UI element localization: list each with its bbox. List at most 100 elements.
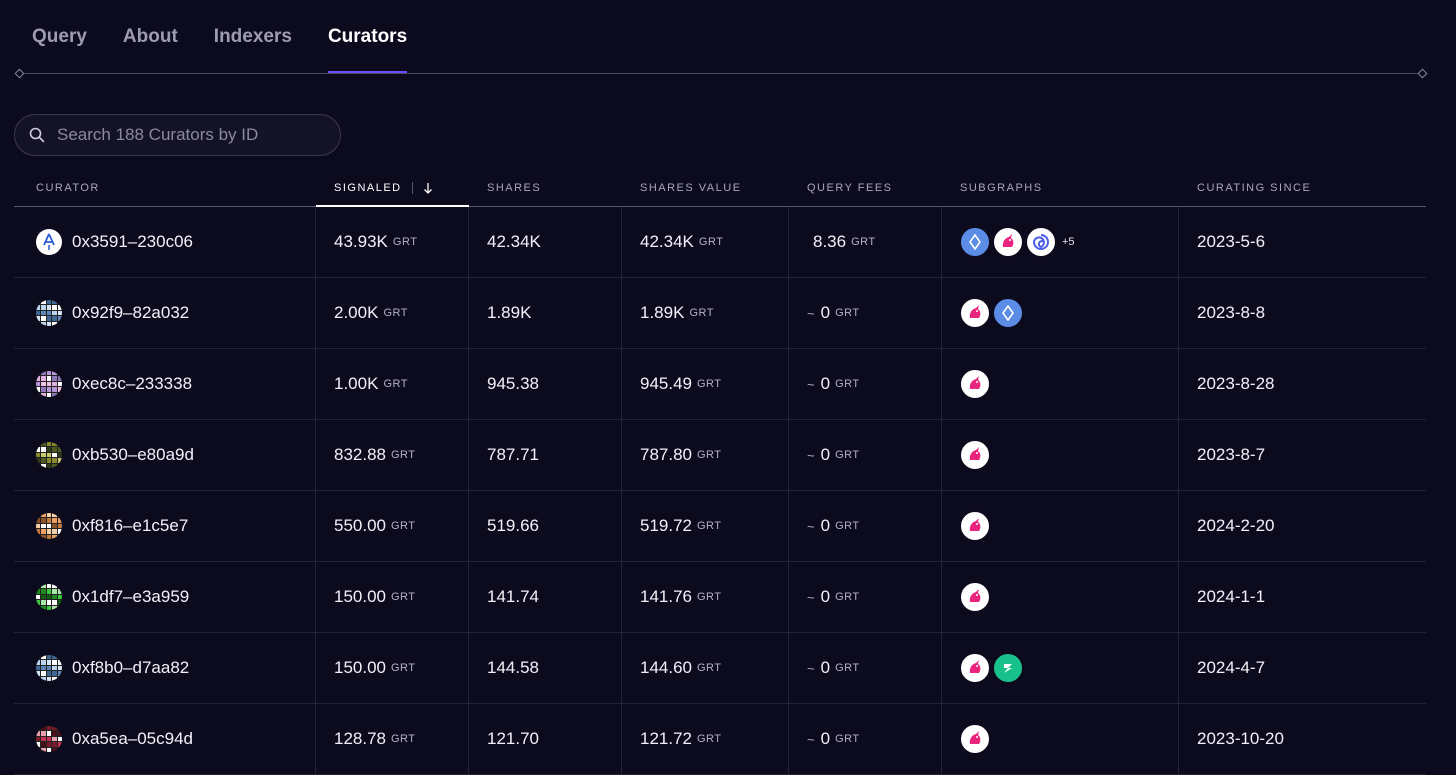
query-fees-cell: ~0 GRT: [789, 704, 942, 774]
swirl-subgraph-icon[interactable]: [1026, 227, 1056, 257]
avatar-pixel: [41, 310, 46, 316]
avatar-pixel: [57, 665, 62, 671]
search-input[interactable]: [55, 124, 329, 146]
shares-value: 42.34K: [487, 232, 541, 251]
approx-sign: ~: [807, 447, 815, 463]
arrow-down-icon[interactable]: [423, 182, 433, 194]
avatar-pixel: [41, 600, 46, 605]
uniswap-subgraph-icon[interactable]: [960, 724, 990, 754]
shares-value-cell: 141.76 GRT: [622, 562, 789, 632]
query-fees-cell: ~0 GRT: [789, 420, 942, 490]
avatar-pixel: [41, 376, 46, 381]
query-fees-unit: GRT: [851, 236, 876, 248]
curator-address[interactable]: 0xb530–e80a9d: [72, 445, 194, 464]
ens-subgraph-icon[interactable]: [960, 227, 990, 257]
uniswap-subgraph-icon[interactable]: [960, 369, 990, 399]
search-box[interactable]: [14, 114, 341, 156]
table-row[interactable]: 0x92f9–82a032 2.00K GRT 1.89K 1.89K GRT ~0…: [14, 278, 1426, 349]
avatar-pixel: [52, 665, 57, 671]
curator-address[interactable]: 0xa5ea–05c94d: [72, 729, 194, 748]
column-header-shares[interactable]: SHARES: [487, 182, 542, 194]
avatar-pixel: [36, 655, 41, 660]
uniswap-subgraph-icon[interactable]: [960, 440, 990, 470]
query-fees-value: 0: [820, 374, 831, 393]
avatar-pixel: [36, 513, 41, 518]
avatar-pixel: [52, 513, 57, 518]
avatar-pixel: [41, 305, 46, 310]
shares-value-unit: GRT: [697, 520, 722, 532]
uniswap-subgraph-icon[interactable]: [960, 653, 990, 683]
avatar-pixel: [57, 731, 62, 736]
avatar-pixel: [41, 584, 46, 589]
table-row[interactable]: 0xf816–e1c5e7 550.00 GRT 519.66 519.72 GRT…: [14, 491, 1426, 562]
column-header-query-fees[interactable]: QUERY FEES: [807, 182, 893, 194]
shares-value-amount: 42.34K: [640, 232, 694, 251]
curating-since-value: 2023-8-7: [1197, 445, 1266, 464]
more-subgraphs-count[interactable]: +5: [1062, 236, 1075, 248]
avatar-pixel: [52, 442, 57, 447]
column-header-subgraphs[interactable]: SUBGRAPHS: [960, 182, 1043, 194]
signaled-unit: GRT: [391, 662, 416, 674]
curator-address[interactable]: 0xf8b0–d7aa82: [72, 658, 190, 677]
table-row[interactable]: 0xec8c–233338 1.00K GRT 945.38 945.49 GRT …: [14, 349, 1426, 420]
avatar-pixel: [52, 300, 57, 305]
tab-about[interactable]: About: [122, 26, 178, 47]
query-fees-cell: ~0 GRT: [789, 278, 942, 348]
signaled-cell: 150.00 GRT: [316, 562, 469, 632]
tab-query[interactable]: Query: [32, 26, 87, 47]
curator-address[interactable]: 0xf816–e1c5e7: [72, 516, 189, 535]
shares-value-unit: GRT: [689, 307, 714, 319]
column-header-signaled[interactable]: SIGNALED: [316, 170, 469, 207]
signaled-value: 150.00: [334, 587, 386, 606]
table-row[interactable]: 0xa5ea–05c94d 128.78 GRT 121.70 121.72 GRT…: [14, 704, 1426, 775]
avatar-pixel: [57, 463, 62, 468]
uniswap-subgraph-icon[interactable]: [960, 298, 990, 328]
avatar-pixel: [41, 726, 46, 731]
column-header-curating-since[interactable]: CURATING SINCE: [1197, 182, 1312, 194]
table-row[interactable]: 0x1df7–e3a959 150.00 GRT 141.74 141.76 GRT…: [14, 562, 1426, 633]
avatar-pixel: [52, 529, 57, 534]
curating-since-cell: 2023-5-6: [1179, 207, 1426, 277]
avatar-pixel: [52, 523, 57, 529]
avatar-pixel: [57, 605, 62, 610]
column-header-curator[interactable]: CURATOR: [36, 182, 100, 194]
shares-value-unit: GRT: [697, 449, 722, 461]
query-fees-unit: GRT: [835, 662, 860, 674]
table-row[interactable]: 0x3591–230c06 43.93K GRT 42.34K 42.34K GRT…: [14, 207, 1426, 278]
avatar-pixel: [52, 676, 57, 681]
curator-address[interactable]: 0x3591–230c06: [72, 232, 194, 251]
signaled-unit: GRT: [383, 378, 408, 390]
avatar-pixel: [36, 523, 41, 529]
uniswap-subgraph-icon[interactable]: [993, 227, 1023, 257]
avatar-pixel: [52, 518, 57, 523]
avatar-pixel: [57, 452, 62, 458]
avatar-pixel: [46, 584, 52, 589]
curator-address[interactable]: 0xec8c–233338: [72, 374, 193, 393]
avatar-pixel: [52, 660, 57, 665]
uniswap-subgraph-icon[interactable]: [960, 511, 990, 541]
avatar-pixel: [57, 376, 62, 381]
curator-address[interactable]: 0x1df7–e3a959: [72, 587, 190, 606]
avatar-pixel: [57, 671, 62, 676]
subgraphs-cell: [942, 562, 1179, 632]
shares-value: 519.66: [487, 516, 539, 535]
avatar-pixel: [41, 731, 46, 736]
avatar-pixel: [46, 452, 52, 458]
tab-indexers[interactable]: Indexers: [213, 26, 292, 47]
green-subgraph-icon[interactable]: [993, 653, 1023, 683]
curator-address[interactable]: 0x92f9–82a032: [72, 303, 190, 322]
avatar-pixel: [41, 387, 46, 392]
avatar-pixel: [46, 665, 52, 671]
uniswap-subgraph-icon[interactable]: [960, 582, 990, 612]
avatar-pixel: [36, 594, 41, 600]
curating-since-cell: 2024-2-20: [1179, 491, 1426, 561]
query-fees-value: 0: [820, 587, 831, 606]
ens-subgraph-icon[interactable]: [993, 298, 1023, 328]
table-row[interactable]: 0xf8b0–d7aa82 150.00 GRT 144.58 144.60 GRT…: [14, 633, 1426, 704]
avatar-pixel: [52, 589, 57, 594]
avatar-pixel: [41, 447, 46, 452]
column-header-shares-value[interactable]: SHARES VALUE: [640, 182, 742, 194]
tab-curators[interactable]: Curators: [327, 26, 408, 73]
table-row[interactable]: 0xb530–e80a9d 832.88 GRT 787.71 787.80 GRT…: [14, 420, 1426, 491]
avatar-pixel: [41, 665, 46, 671]
